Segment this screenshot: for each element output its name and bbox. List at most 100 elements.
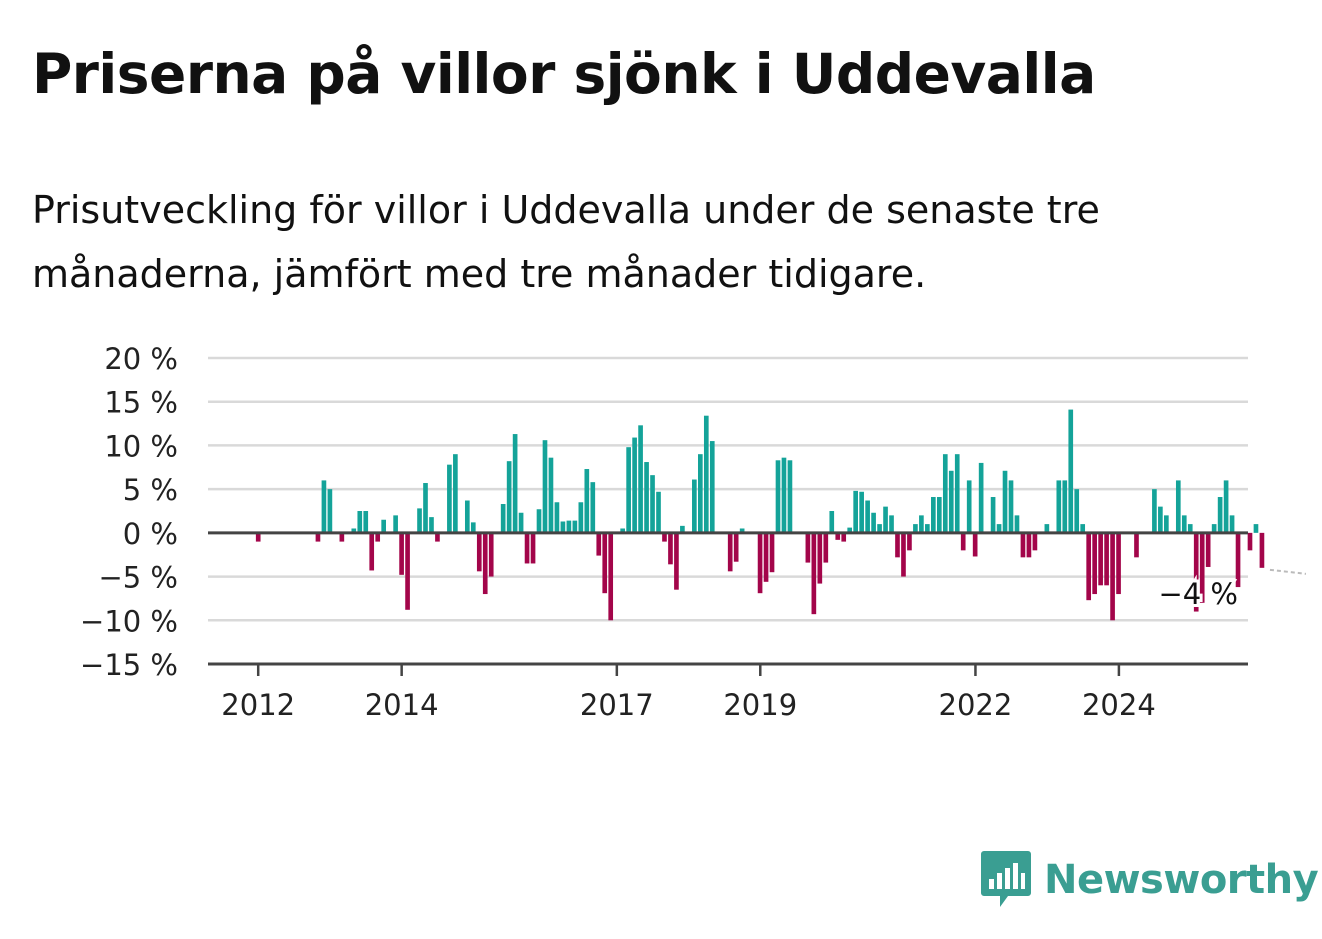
bar bbox=[942, 454, 948, 533]
bar-chart: 20 % 15 % 10 % 5 % 0 % −5 % −10 % −15 % 2012 201… bbox=[80, 342, 1307, 722]
bar bbox=[805, 532, 811, 563]
bar bbox=[1014, 515, 1020, 533]
bar bbox=[1062, 480, 1068, 533]
bar bbox=[1032, 532, 1038, 551]
bar bbox=[1008, 480, 1014, 533]
bar bbox=[919, 515, 924, 533]
bar bbox=[775, 460, 781, 533]
bar bbox=[1199, 532, 1205, 603]
bar bbox=[506, 461, 512, 533]
y-tick-label: −5 % bbox=[98, 561, 178, 595]
chart-title: Priserna på villor sjönk i Uddevalla bbox=[32, 42, 1096, 106]
bar bbox=[1080, 524, 1086, 533]
newsworthy-logo: Newsworthy bbox=[980, 848, 1319, 912]
y-axis-tick-labels: 20 % 15 % 10 % 5 % 0 % −5 % −10 % −15 % bbox=[80, 342, 178, 682]
bar bbox=[602, 532, 608, 594]
bar bbox=[703, 415, 709, 533]
y-tick-label: −10 % bbox=[80, 604, 178, 638]
bar bbox=[841, 532, 847, 542]
bar bbox=[417, 508, 422, 533]
bar bbox=[590, 482, 596, 533]
bar bbox=[405, 532, 410, 610]
bar bbox=[447, 464, 452, 533]
bar bbox=[1110, 532, 1115, 621]
bar bbox=[925, 524, 930, 533]
newsworthy-bar-logo-icon bbox=[981, 851, 1031, 907]
bar bbox=[542, 440, 548, 533]
bar bbox=[482, 532, 488, 595]
bar bbox=[1235, 532, 1241, 588]
bar bbox=[476, 532, 482, 572]
bar bbox=[913, 524, 918, 533]
bar bbox=[1134, 532, 1139, 558]
bar bbox=[1158, 506, 1163, 533]
bar bbox=[429, 517, 434, 533]
bar bbox=[1247, 532, 1253, 551]
bar bbox=[990, 497, 996, 533]
bar bbox=[381, 519, 386, 533]
bar bbox=[548, 457, 554, 533]
bar bbox=[733, 532, 739, 562]
annotation-label: −4 % bbox=[1158, 577, 1238, 611]
bar bbox=[829, 511, 835, 533]
bar bbox=[865, 500, 870, 533]
annotation: −4 % bbox=[1155, 568, 1307, 614]
bar bbox=[739, 528, 745, 533]
bar bbox=[620, 528, 625, 533]
bar bbox=[895, 532, 900, 558]
bar bbox=[596, 532, 602, 556]
bar bbox=[966, 480, 972, 533]
bar bbox=[1217, 497, 1223, 533]
bar bbox=[757, 532, 763, 594]
bar bbox=[1092, 532, 1097, 595]
bar bbox=[518, 512, 524, 533]
bar bbox=[936, 497, 942, 533]
y-tick-label: −15 % bbox=[80, 648, 178, 682]
bar bbox=[781, 457, 787, 533]
bar bbox=[363, 511, 369, 533]
bar bbox=[847, 527, 853, 533]
bar bbox=[375, 532, 381, 542]
bar bbox=[1164, 515, 1169, 533]
bar bbox=[692, 479, 697, 533]
bar bbox=[1229, 515, 1235, 533]
bar bbox=[315, 532, 321, 542]
bar bbox=[877, 524, 882, 533]
bars bbox=[255, 409, 1265, 621]
bar bbox=[399, 532, 404, 575]
bar bbox=[255, 532, 261, 542]
bar bbox=[656, 491, 661, 533]
x-tick-label: 2017 bbox=[580, 688, 654, 722]
x-tick-label: 2024 bbox=[1082, 688, 1156, 722]
y-tick-label: 20 % bbox=[104, 342, 178, 376]
bar bbox=[464, 500, 470, 533]
y-tick-label: 10 % bbox=[104, 429, 178, 463]
bar bbox=[817, 532, 823, 584]
bar bbox=[1181, 515, 1187, 533]
x-tick-label: 2012 bbox=[221, 688, 295, 722]
bar bbox=[584, 469, 590, 533]
x-tick-label: 2019 bbox=[723, 688, 797, 722]
y-tick-label: 0 % bbox=[123, 517, 178, 551]
bar bbox=[626, 447, 631, 533]
bar bbox=[1044, 524, 1050, 533]
bar bbox=[698, 454, 703, 533]
bar bbox=[488, 532, 494, 577]
bar bbox=[572, 520, 578, 533]
bar bbox=[960, 532, 966, 551]
y-tick-label: 5 % bbox=[123, 473, 178, 507]
bar bbox=[530, 532, 536, 564]
bar bbox=[566, 520, 572, 533]
y-tick-label: 15 % bbox=[104, 386, 178, 420]
bar bbox=[1223, 480, 1229, 533]
bar bbox=[369, 532, 375, 571]
x-tick-label: 2014 bbox=[365, 688, 439, 722]
bar bbox=[357, 511, 363, 533]
bar bbox=[321, 480, 327, 533]
bar bbox=[662, 532, 667, 542]
bar bbox=[1020, 532, 1026, 558]
bar bbox=[1152, 489, 1157, 533]
bar bbox=[327, 489, 333, 533]
bar bbox=[638, 425, 643, 533]
bar bbox=[578, 502, 584, 533]
